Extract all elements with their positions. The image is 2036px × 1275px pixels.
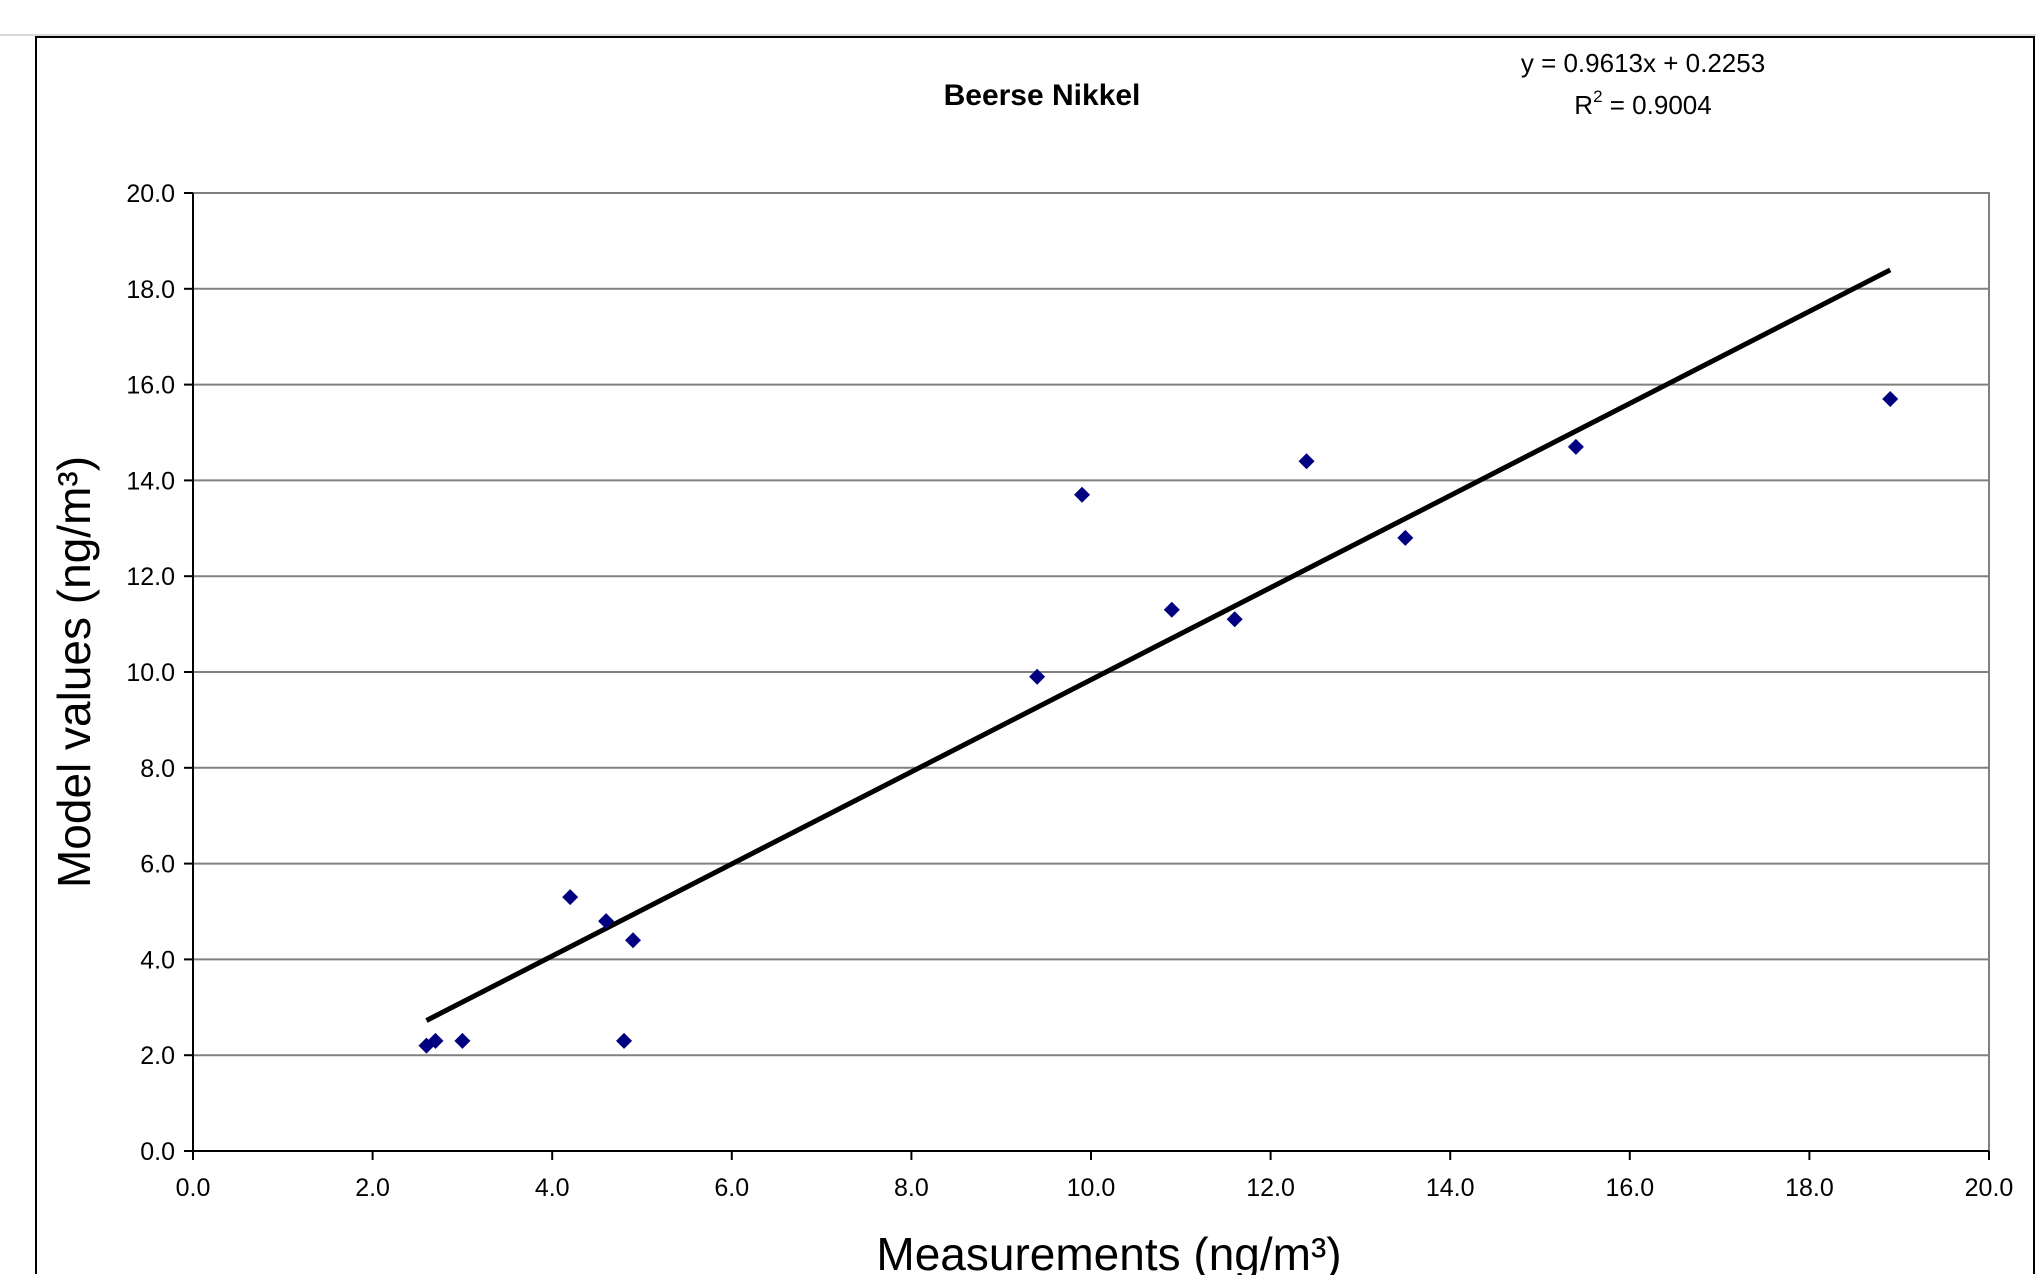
gridlines [193, 287, 1989, 1057]
data-point [616, 1032, 633, 1049]
x-tick-label: 14.0 [1426, 1174, 1475, 1202]
data-point [1163, 601, 1180, 618]
data-point [454, 1032, 471, 1049]
y-tick-label: 12.0 [126, 563, 175, 591]
data-point [1029, 668, 1046, 685]
y-tick-label: 14.0 [126, 467, 175, 495]
data-point [427, 1032, 444, 1049]
x-tick-label: 8.0 [894, 1174, 929, 1202]
data-point [1397, 529, 1414, 546]
x-tick-label: 2.0 [355, 1174, 390, 1202]
y-tick-label: 2.0 [140, 1042, 175, 1070]
trendline-group [425, 267, 1892, 1023]
top-strip [0, 0, 2036, 36]
x-tick-label: 6.0 [714, 1174, 749, 1202]
x-tick-label: 18.0 [1785, 1174, 1834, 1202]
data-point [1074, 486, 1091, 503]
y-tick-label: 0.0 [140, 1138, 175, 1166]
trendline [425, 267, 1892, 1023]
x-tick-label: 0.0 [176, 1174, 211, 1202]
x-axis-title: Measurements (ng/m³) [876, 1228, 1341, 1275]
y-tick-label: 6.0 [140, 851, 175, 879]
trendline-equation: y = 0.9613x + 0.2253 [1521, 48, 1765, 78]
y-tick-label: 16.0 [126, 372, 175, 400]
data-point [1567, 438, 1584, 455]
chart-title: Beerse Nikkel [944, 79, 1141, 112]
x-tick-label: 4.0 [535, 1174, 570, 1202]
x-tick-label: 10.0 [1067, 1174, 1116, 1202]
x-tick-label: 16.0 [1605, 1174, 1654, 1202]
x-tick-label: 20.0 [1965, 1174, 2014, 1202]
data-points [418, 390, 1899, 1054]
y-axis-title: Model values (ng/m³) [48, 456, 100, 888]
y-tick-label: 10.0 [126, 659, 175, 687]
y-tick-label: 18.0 [126, 276, 175, 304]
r-squared-label: R2 = 0.9004 [1574, 87, 1711, 120]
data-point [598, 913, 615, 930]
y-tick-label: 8.0 [140, 755, 175, 783]
y-tick-label: 20.0 [126, 180, 175, 208]
data-point [562, 889, 579, 906]
x-tick-label: 12.0 [1246, 1174, 1295, 1202]
data-point [1298, 453, 1315, 470]
data-point [1226, 611, 1243, 628]
axes: 0.0 2.0 4.0 6.0 8.0 10.0 12.0 14.0 16.0 18.0 20.0 0… [126, 180, 2013, 1202]
data-point [1882, 390, 1899, 407]
y-tick-label: 4.0 [140, 946, 175, 974]
data-point [625, 932, 642, 949]
